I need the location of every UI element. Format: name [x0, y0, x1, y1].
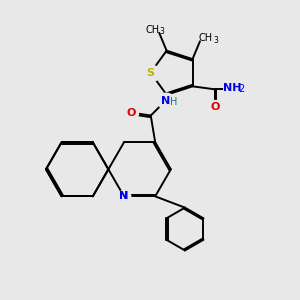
Text: H: H: [170, 97, 178, 107]
Text: S: S: [147, 68, 154, 78]
Text: 3: 3: [160, 27, 165, 36]
Text: 3: 3: [213, 36, 218, 45]
Text: NH: NH: [223, 83, 241, 93]
Text: O: O: [127, 108, 136, 118]
Text: 2: 2: [238, 84, 245, 94]
Text: N: N: [119, 191, 129, 201]
Text: N: N: [161, 96, 170, 106]
Text: CH: CH: [146, 25, 160, 35]
Text: N: N: [119, 191, 129, 201]
Text: CH: CH: [199, 33, 213, 43]
Text: O: O: [210, 102, 220, 112]
